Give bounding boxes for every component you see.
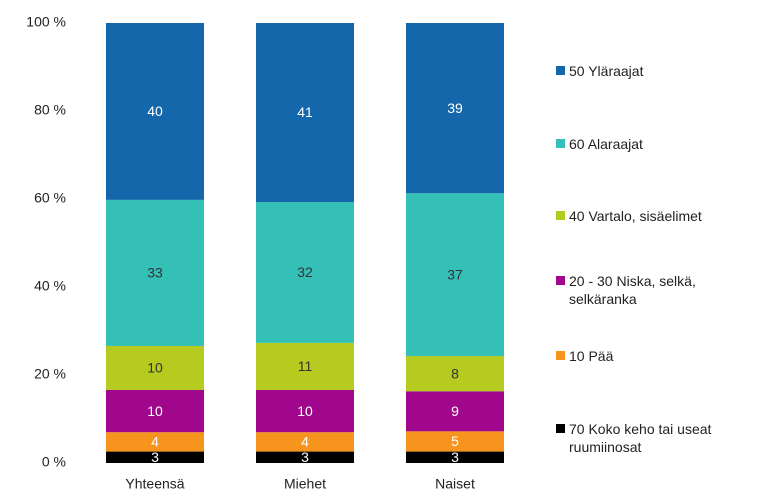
x-tick-label: Naiset: [435, 476, 475, 492]
data-label: 10: [297, 403, 313, 419]
legend-item: 40 Vartalo, sisäelimet: [556, 207, 754, 225]
bar-segment: [106, 432, 204, 452]
bar-segment: [106, 23, 204, 200]
legend: 70 Koko keho tai useat ruumiinosat 10 Pää…: [556, 0, 771, 496]
legend-swatch: [556, 351, 565, 360]
data-label: 11: [298, 358, 313, 374]
legend-label: 40 Vartalo, sisäelimet: [569, 208, 702, 224]
bar-segment: [406, 391, 504, 432]
y-tick-label: 40 %: [34, 278, 66, 294]
legend-swatch: [556, 276, 565, 285]
bar-segment: [106, 451, 204, 463]
y-tick-label: 60 %: [34, 190, 66, 206]
bar-segment: [256, 432, 354, 452]
bar-segment: [406, 356, 504, 392]
data-label: 37: [447, 266, 463, 282]
bar-segment: [106, 389, 204, 433]
legend-label: 50 Yläraajat: [569, 63, 644, 79]
legend-swatch: [556, 424, 565, 433]
bar-segment: [256, 389, 354, 433]
bar-segment: [406, 193, 504, 357]
y-tick-label: 20 %: [34, 366, 66, 382]
legend-item: 20 - 30 Niska, selkä, selkäranka: [556, 272, 754, 308]
data-label: 10: [147, 360, 163, 376]
bar-segment: [406, 451, 504, 463]
legend-item: 50 Yläraajat: [556, 62, 754, 80]
bar-segment: [106, 199, 204, 346]
chart: 0 %20 %40 %60 %80 %100 %Yhteensä34101033…: [26, 14, 504, 492]
data-label: 8: [451, 365, 459, 381]
data-label: 32: [297, 264, 313, 280]
data-label: 3: [301, 449, 309, 465]
legend-label: 20 - 30 Niska, selkä, selkäranka: [569, 273, 696, 307]
data-label: 41: [297, 104, 313, 120]
bar-segment: [256, 451, 354, 463]
legend-label: 60 Alaraajat: [569, 136, 643, 152]
y-tick-label: 0 %: [42, 454, 66, 470]
bar-segment: [256, 342, 354, 390]
bar-segment: [106, 345, 204, 390]
data-label: 33: [147, 265, 163, 281]
legend-swatch: [556, 139, 565, 148]
bar-segment: [256, 23, 354, 203]
legend-label: 70 Koko keho tai useat ruumiinosat: [569, 421, 712, 455]
legend-label: 10 Pää: [569, 348, 614, 364]
bar-segment: [406, 23, 504, 194]
legend-item: 10 Pää: [556, 347, 754, 365]
data-label: 10: [147, 403, 163, 419]
data-label: 40: [147, 103, 163, 119]
data-label: 4: [301, 434, 309, 450]
data-label: 5: [451, 433, 459, 449]
y-tick-label: 100 %: [26, 14, 66, 30]
bar-segment: [406, 431, 504, 452]
legend-swatch: [556, 66, 565, 75]
legend-item: 60 Alaraajat: [556, 135, 754, 153]
data-label: 4: [151, 434, 159, 450]
y-tick-label: 80 %: [34, 102, 66, 118]
data-label: 9: [451, 403, 459, 419]
data-label: 3: [451, 449, 459, 465]
legend-item: 70 Koko keho tai useat ruumiinosat: [556, 420, 754, 456]
x-tick-label: Yhteensä: [125, 476, 184, 492]
x-tick-label: Miehet: [284, 476, 326, 492]
data-label: 3: [151, 449, 159, 465]
legend-swatch: [556, 211, 565, 220]
bar-segment: [256, 202, 354, 343]
data-label: 39: [447, 100, 463, 116]
